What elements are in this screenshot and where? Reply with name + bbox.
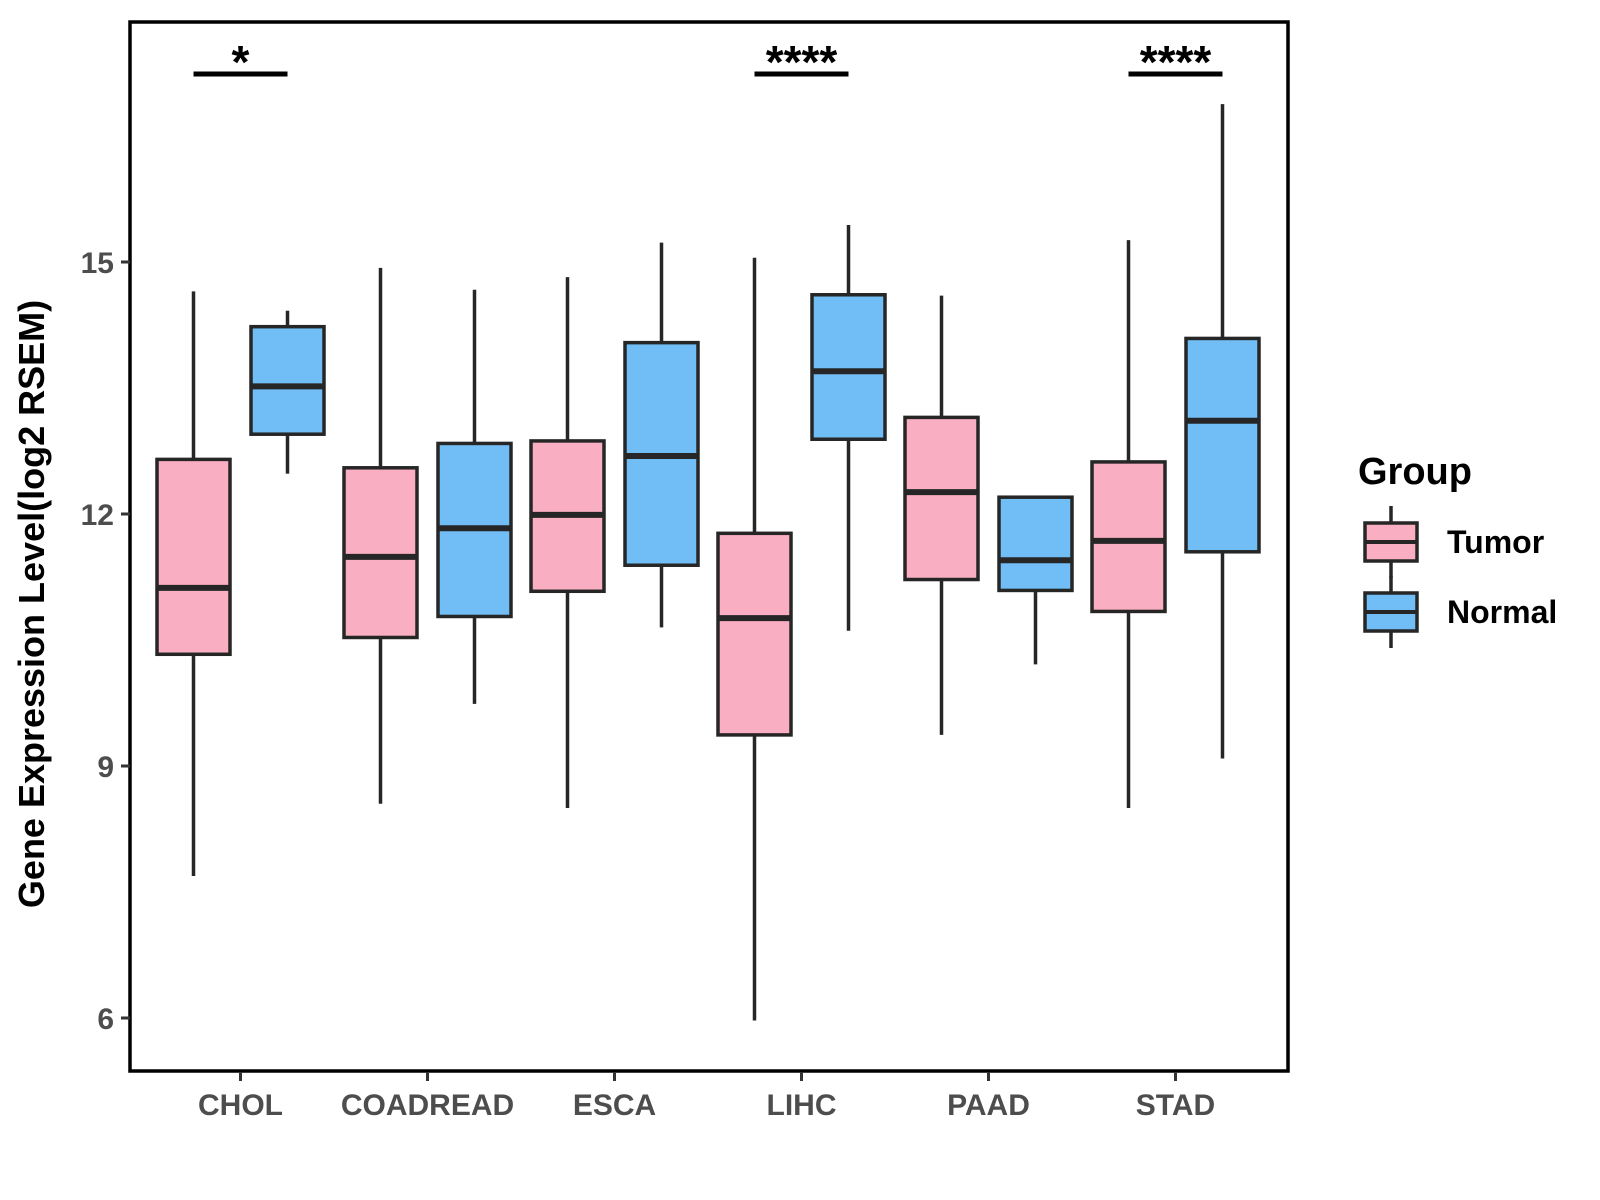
x-tick-label-ESCA: ESCA xyxy=(573,1089,656,1122)
x-tick-label-PAAD: PAAD xyxy=(947,1089,1030,1122)
boxplot-coadread-tumor-box xyxy=(342,466,419,640)
legend-label-normal: Normal xyxy=(1447,594,1557,630)
boxplot-stad-normal-box xyxy=(1184,336,1261,554)
legend-label-tumor: Tumor xyxy=(1447,524,1544,560)
legend-title: Group xyxy=(1358,451,1472,493)
y-tick-label-9: 9 xyxy=(97,751,114,784)
x-tick-label-LIHC: LIHC xyxy=(767,1089,837,1122)
boxplot-stad-tumor-box xyxy=(1090,460,1167,614)
boxplot-lihc-normal-box xyxy=(810,293,887,441)
boxplot-chol-tumor-box xyxy=(155,457,232,657)
y-axis-title: Gene Expression Level(log2 RSEM) xyxy=(11,300,52,908)
y-tick-label-12: 12 xyxy=(81,499,114,532)
boxplot-lihc-tumor-box xyxy=(716,531,793,737)
significance-label-chol: * xyxy=(232,36,250,88)
boxplot-paad-normal-box xyxy=(997,495,1074,593)
boxplot-chol-normal-box xyxy=(249,324,326,436)
x-tick-label-CHOL: CHOL xyxy=(198,1089,283,1122)
significance-label-lihc: **** xyxy=(766,36,838,88)
y-tick-label-15: 15 xyxy=(81,247,114,280)
x-tick-label-COADREAD: COADREAD xyxy=(341,1089,514,1122)
legend: Group Tumor Normal xyxy=(1358,451,1557,648)
y-tick-label-6: 6 xyxy=(97,1003,114,1036)
boxplot-paad-tumor-box xyxy=(903,415,980,582)
x-tick-label-STAD: STAD xyxy=(1136,1089,1215,1122)
legend-key-tumor-icon xyxy=(1363,506,1419,578)
legend-key-normal-icon xyxy=(1363,576,1419,648)
significance-label-stad: **** xyxy=(1140,36,1212,88)
